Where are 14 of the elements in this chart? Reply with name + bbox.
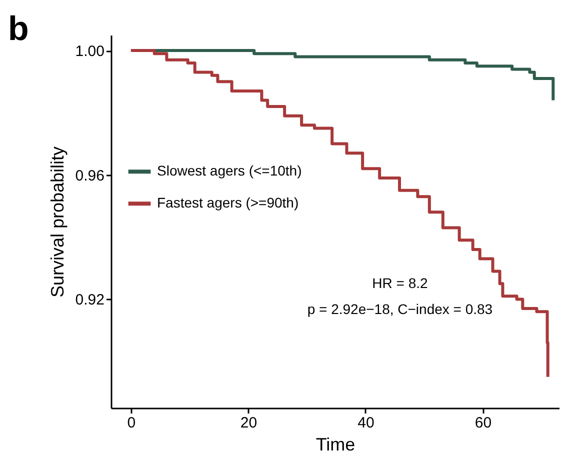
y-tick-label: 0.92 bbox=[75, 292, 104, 309]
legend-label: Slowest agers (<=10th) bbox=[157, 162, 302, 179]
x-tick-label: 60 bbox=[474, 414, 492, 432]
y-tick-label: 1.00 bbox=[75, 43, 104, 60]
annotation: HR = 8.2 bbox=[372, 275, 428, 291]
x-axis-title: Time bbox=[316, 434, 356, 454]
legend-label: Fastest agers (>=90th) bbox=[157, 194, 299, 211]
y-tick-label: 0.96 bbox=[75, 167, 104, 184]
x-tick-label: 20 bbox=[240, 414, 258, 432]
y-axis-title: Survival probability bbox=[47, 146, 68, 298]
chart-title: b bbox=[8, 10, 29, 48]
x-tick-label: 0 bbox=[127, 414, 136, 432]
x-tick-label: 40 bbox=[358, 414, 374, 432]
annotation: p = 2.92e−18, C−index = 0.83 bbox=[307, 301, 493, 317]
